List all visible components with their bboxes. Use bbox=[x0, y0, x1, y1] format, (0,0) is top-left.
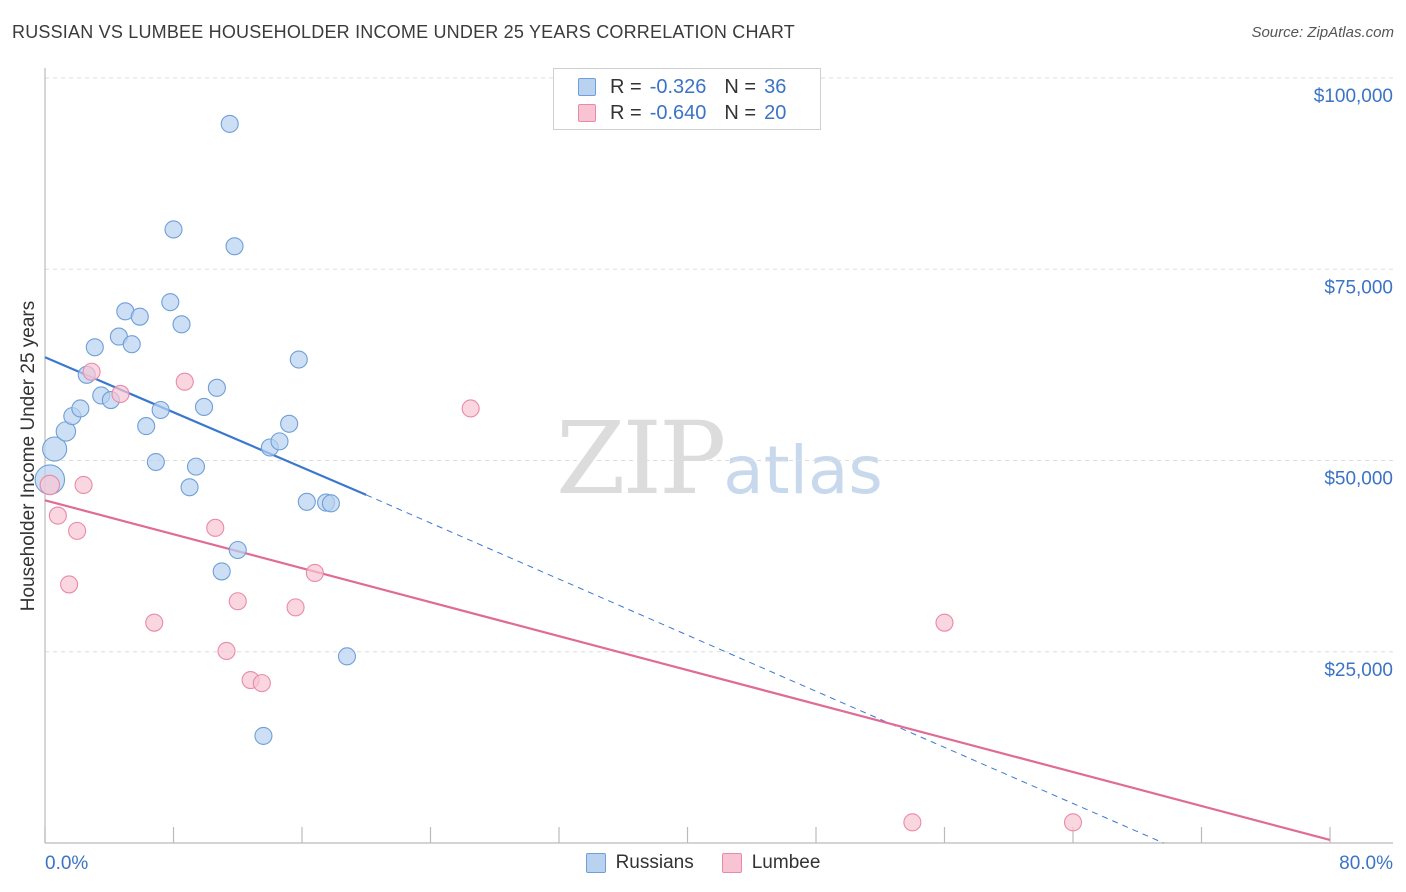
russians-point bbox=[297, 492, 316, 511]
russians-point bbox=[280, 414, 299, 433]
correlation-legend: R = -0.326 N = 36 R = -0.640 N = 20 bbox=[553, 68, 821, 130]
legend-row-russians: R = -0.326 N = 36 bbox=[578, 74, 786, 100]
watermark-zip: ZIP bbox=[556, 400, 726, 517]
russians-point bbox=[270, 432, 289, 451]
russians-legend-swatch bbox=[585, 853, 606, 873]
russians-point bbox=[151, 400, 170, 420]
lumbee-point bbox=[48, 506, 67, 525]
legend-item-lumbee[interactable]: Lumbee bbox=[721, 852, 821, 874]
russians-point bbox=[130, 307, 149, 326]
lumbee-trend-line bbox=[44, 499, 1331, 842]
r-label: R = bbox=[610, 101, 642, 124]
r-label: R = bbox=[610, 75, 642, 98]
lumbee-point bbox=[252, 674, 271, 693]
lumbee-point bbox=[82, 362, 101, 381]
russians-trend-line bbox=[44, 356, 367, 496]
legend-row-lumbee: R = -0.640 N = 20 bbox=[578, 100, 786, 126]
legend-item-russians[interactable]: Russians bbox=[585, 852, 694, 874]
russians-point bbox=[228, 540, 247, 560]
lumbee-point bbox=[935, 613, 954, 632]
y-tick-label: $100,000 bbox=[1314, 86, 1393, 107]
russians-point bbox=[194, 397, 214, 417]
grid-lines bbox=[45, 77, 1393, 653]
russians-point bbox=[161, 293, 180, 312]
russians-point bbox=[289, 350, 308, 369]
russians-point bbox=[137, 417, 156, 436]
y-axis-label: Householder Income Under 25 years bbox=[18, 301, 39, 612]
lumbee-legend-label: Lumbee bbox=[751, 852, 821, 873]
lumbee-point bbox=[1063, 813, 1083, 832]
lumbee-point bbox=[903, 813, 922, 832]
lumbee-point bbox=[60, 575, 79, 594]
lumbee-n-value: 20 bbox=[764, 101, 787, 124]
russians-r-value: -0.326 bbox=[649, 75, 707, 98]
watermark-atlas: atlas bbox=[723, 432, 883, 509]
lumbee-legend-swatch bbox=[721, 853, 742, 873]
tick-labels: $25,000 $50,000 $75,000 $100,000 0.0% 80.0% bbox=[45, 86, 1393, 874]
lumbee-point bbox=[305, 563, 324, 583]
axes bbox=[44, 68, 1393, 844]
chart-title: RUSSIAN VS LUMBEE HOUSEHOLDER INCOME UND… bbox=[12, 22, 795, 42]
russians-point bbox=[180, 478, 199, 497]
lumbee-r-value: -0.640 bbox=[649, 101, 707, 124]
lumbee-point bbox=[206, 518, 225, 537]
lumbee-point bbox=[74, 475, 93, 495]
y-tick-label: $25,000 bbox=[1324, 660, 1393, 681]
russians-point bbox=[122, 335, 141, 354]
russians-legend-label: Russians bbox=[615, 852, 694, 873]
y-tick-label: $50,000 bbox=[1324, 469, 1393, 490]
x-tick-label-max: 80.0% bbox=[1339, 853, 1393, 874]
source-label: Source: ZipAtlas.com bbox=[1251, 24, 1394, 41]
trend-lines bbox=[44, 356, 1331, 844]
russians-trend-extension bbox=[366, 494, 1164, 844]
russians-point bbox=[207, 378, 226, 397]
russians-point bbox=[164, 220, 183, 239]
lumbee-point bbox=[145, 613, 164, 632]
lumbee-point bbox=[111, 384, 130, 403]
lumbee-point bbox=[39, 474, 61, 496]
y-tick-label: $75,000 bbox=[1324, 277, 1393, 298]
russians-point bbox=[186, 457, 206, 476]
watermark: ZIPatlas bbox=[556, 400, 883, 517]
russians-point bbox=[254, 726, 273, 745]
lumbee-swatch bbox=[578, 104, 596, 122]
russians-point bbox=[146, 452, 165, 472]
n-label: N = bbox=[724, 101, 757, 124]
data-points bbox=[34, 114, 1083, 832]
lumbee-point bbox=[68, 521, 87, 540]
russians-point bbox=[42, 436, 68, 462]
russians-point bbox=[225, 237, 244, 256]
lumbee-point bbox=[286, 598, 305, 617]
russians-point bbox=[212, 562, 231, 581]
n-label: N = bbox=[724, 75, 757, 98]
lumbee-point bbox=[228, 592, 247, 611]
russians-n-value: 36 bbox=[764, 75, 787, 98]
lumbee-point bbox=[461, 399, 480, 418]
russians-point bbox=[337, 647, 357, 666]
russians-swatch bbox=[578, 78, 596, 96]
russians-point bbox=[85, 338, 104, 357]
russians-point bbox=[71, 399, 90, 418]
lumbee-point bbox=[217, 641, 236, 661]
lumbee-point bbox=[175, 372, 194, 391]
series-legend: Russians Lumbee bbox=[0, 852, 1406, 874]
russians-point bbox=[321, 494, 340, 513]
x-tick-label-min: 0.0% bbox=[45, 853, 88, 874]
russians-point bbox=[172, 315, 191, 334]
russians-point bbox=[220, 114, 239, 133]
